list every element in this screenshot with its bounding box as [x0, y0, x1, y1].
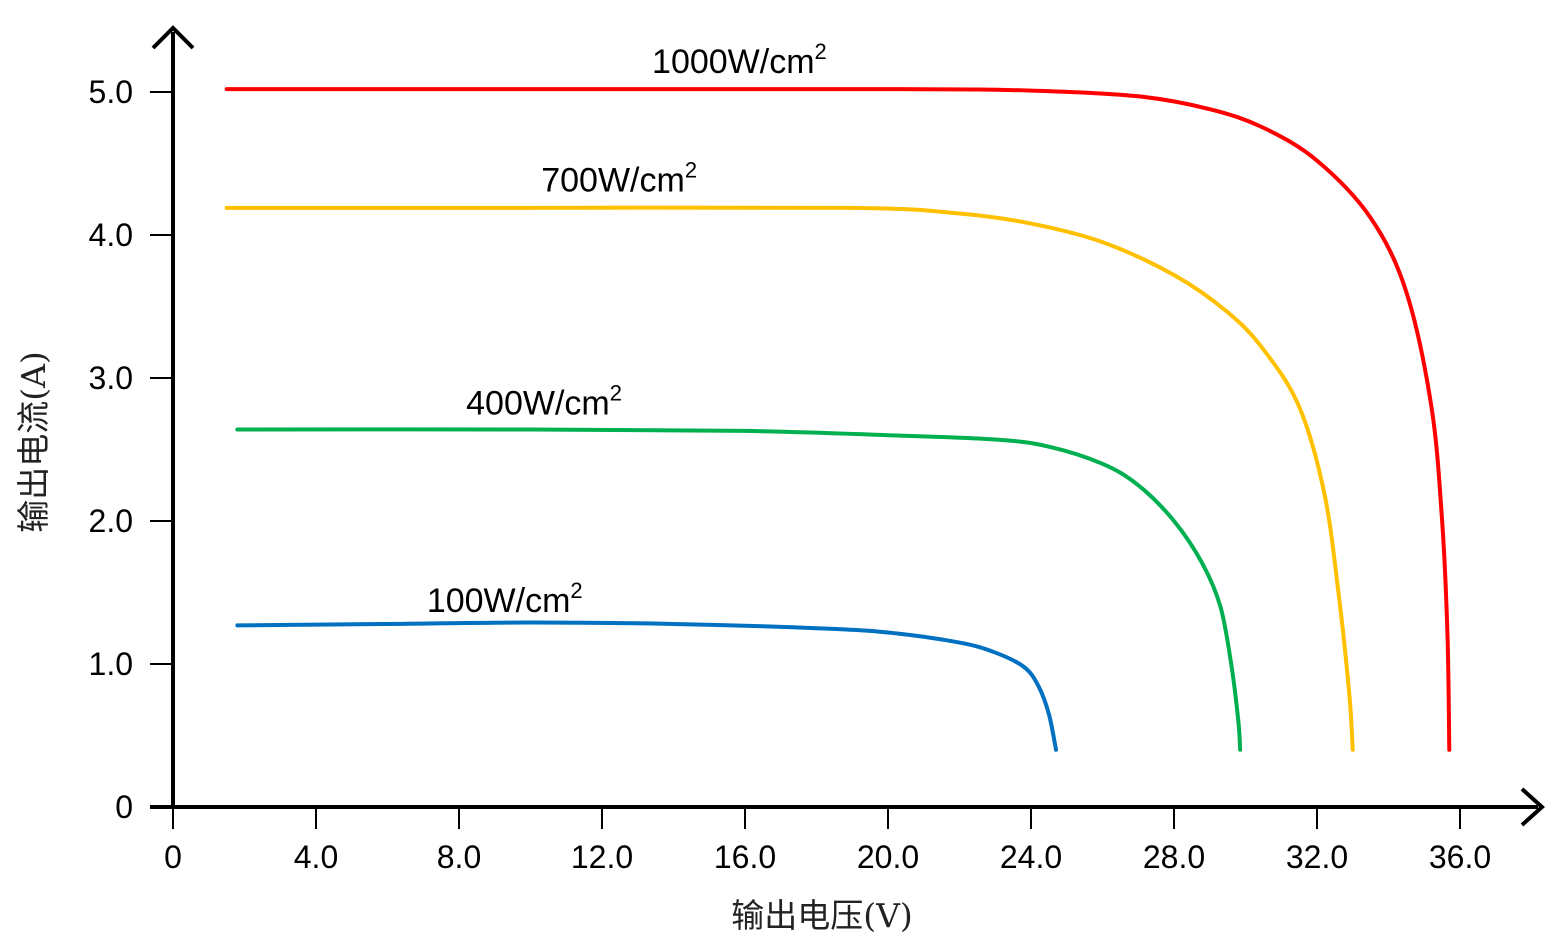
series-label: 1000W/cm2	[652, 39, 827, 81]
x-tick-label: 36.0	[1429, 839, 1491, 875]
y-tick-label: 4.0	[89, 217, 133, 253]
x-tick-label: 24.0	[1000, 839, 1062, 875]
y-axis-arrow	[151, 25, 195, 50]
series-label: 700W/cm2	[541, 158, 697, 200]
x-tick-label: 8.0	[437, 839, 481, 875]
x-tick-label: 32.0	[1286, 839, 1348, 875]
series-line-1	[224, 87, 1452, 752]
series-line-2	[224, 205, 1355, 752]
y-tick-label: 5.0	[89, 74, 133, 110]
y-axis-title: 输出电流(A)	[14, 351, 53, 533]
series-line-4	[235, 620, 1059, 752]
y-ticks: 0 1.0 2.0 3.0 4.0 5.0	[89, 74, 173, 825]
x-tick-label: 12.0	[571, 839, 633, 875]
x-ticks: 0 4.0 8.0 12.0 16.0 20.0 24.0 28.0 32.0 36.0	[164, 807, 1491, 875]
x-axis-title: 输出电压(V)	[731, 896, 913, 935]
x-tick-label: 16.0	[714, 839, 776, 875]
x-tick-label: 0	[164, 839, 182, 875]
axes	[150, 25, 1545, 827]
y-tick-label: 2.0	[89, 503, 133, 539]
y-tick-label: 3.0	[89, 360, 133, 396]
x-tick-label: 28.0	[1143, 839, 1205, 875]
series-group: 1000W/cm2 700W/cm2 400W/cm2 100W/cm2	[224, 39, 1452, 752]
series-label: 100W/cm2	[427, 578, 583, 620]
y-tick-label: 1.0	[89, 646, 133, 682]
series-line-3	[235, 427, 1243, 752]
y-tick-label: 0	[115, 789, 133, 825]
x-axis-arrow	[1520, 787, 1545, 827]
x-tick-label: 4.0	[294, 839, 338, 875]
x-tick-label: 20.0	[857, 839, 919, 875]
series-label: 400W/cm2	[466, 381, 622, 423]
